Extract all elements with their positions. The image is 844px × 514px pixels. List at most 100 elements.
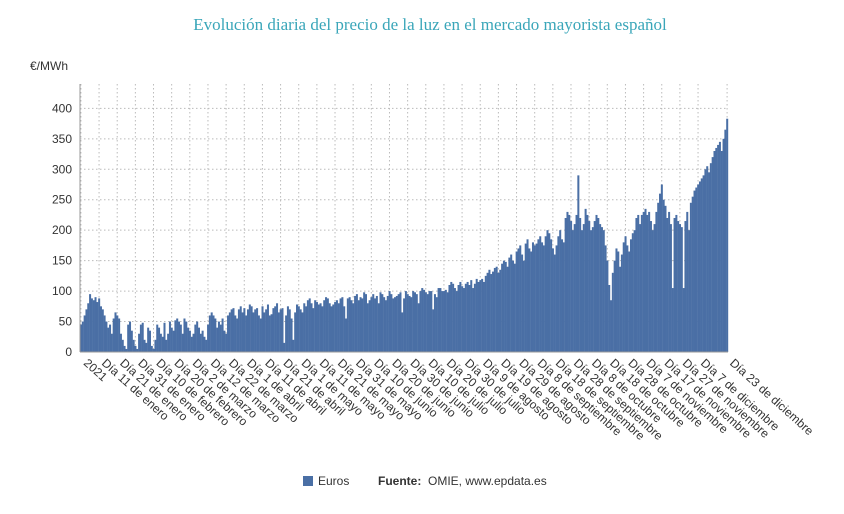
bar — [646, 214, 649, 352]
bar — [134, 345, 137, 352]
bar — [156, 324, 159, 352]
bar — [633, 230, 636, 352]
bar — [693, 190, 696, 352]
bar — [401, 312, 404, 352]
bar — [158, 327, 161, 352]
bar — [455, 291, 458, 352]
y-tick-label: 100 — [52, 284, 72, 298]
bar — [283, 342, 286, 352]
bar — [473, 283, 476, 352]
bar — [227, 315, 230, 352]
bar — [524, 243, 527, 352]
bar — [383, 297, 386, 352]
bar — [228, 312, 231, 352]
bar — [372, 294, 375, 352]
bar — [441, 291, 444, 352]
bar — [125, 348, 128, 352]
bar — [593, 221, 596, 352]
bar — [243, 308, 246, 352]
bar — [364, 294, 367, 352]
bar — [521, 254, 524, 352]
bar — [345, 318, 348, 352]
y-tick-label: 350 — [52, 132, 72, 146]
source: OMIE, www.epdata.es — [428, 474, 547, 488]
bar — [219, 324, 222, 352]
bar — [299, 309, 302, 352]
bar — [132, 339, 135, 352]
bar — [208, 315, 211, 352]
bar — [109, 324, 112, 352]
bar — [188, 330, 191, 352]
bar — [680, 227, 683, 352]
bar — [457, 285, 460, 352]
y-tick-label: 150 — [52, 254, 72, 268]
legend-swatch — [303, 476, 313, 486]
bar — [528, 248, 531, 352]
bar — [194, 324, 197, 352]
bar — [297, 306, 300, 352]
bar — [702, 175, 705, 352]
bar — [154, 339, 157, 352]
bar — [408, 295, 411, 352]
bar — [495, 266, 498, 352]
bar — [203, 336, 206, 352]
bar — [502, 260, 505, 352]
bar — [315, 302, 318, 352]
bar — [403, 298, 406, 352]
bar — [241, 312, 244, 352]
bar — [121, 339, 124, 352]
bar — [207, 324, 210, 352]
bar — [464, 283, 467, 352]
bar — [635, 218, 638, 352]
bar — [437, 288, 440, 352]
bar — [399, 292, 402, 352]
bar — [468, 285, 471, 352]
bar — [519, 245, 522, 352]
bar — [466, 281, 469, 352]
bar — [281, 308, 284, 352]
bar — [462, 288, 466, 352]
bar — [323, 300, 326, 352]
bar — [659, 193, 662, 352]
bar — [286, 306, 289, 352]
bar — [252, 312, 255, 352]
bar — [145, 342, 148, 352]
bar — [546, 230, 549, 352]
bar — [197, 327, 200, 352]
bar — [89, 294, 92, 352]
bar — [642, 211, 645, 352]
bar — [448, 285, 451, 352]
bar — [395, 295, 398, 352]
bar — [285, 315, 288, 352]
bar — [277, 312, 280, 352]
bar — [266, 304, 269, 352]
bar — [691, 196, 694, 352]
y-tick-label: 250 — [52, 193, 72, 207]
bar — [515, 251, 518, 352]
bar — [328, 303, 331, 352]
bar — [535, 243, 538, 352]
bar — [595, 214, 598, 352]
bar — [533, 245, 536, 352]
bar — [276, 303, 279, 352]
bar — [590, 230, 593, 352]
bar — [513, 263, 516, 352]
bar — [386, 295, 389, 352]
bar — [602, 230, 605, 352]
bar — [671, 288, 674, 352]
bar — [675, 214, 678, 352]
bar — [114, 312, 117, 352]
bar — [662, 199, 665, 352]
bar — [147, 327, 150, 352]
bar — [508, 257, 511, 352]
bar — [575, 214, 578, 352]
bar — [722, 138, 725, 352]
bar — [522, 260, 525, 352]
bar — [673, 218, 676, 352]
bar — [174, 320, 177, 352]
bar — [354, 295, 357, 352]
bar — [501, 263, 504, 352]
bar — [337, 303, 340, 352]
bar — [176, 318, 179, 352]
